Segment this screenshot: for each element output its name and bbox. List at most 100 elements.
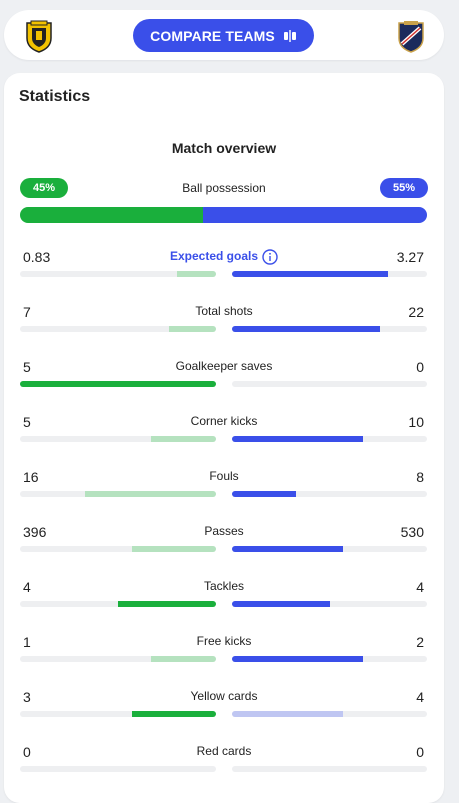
stat-row: 4 Tackles 4 [4,575,444,615]
stat-label: Corner kicks [4,414,444,428]
away-stat-bar-fill [232,436,363,442]
home-stat-value: 5 [23,414,31,430]
stat-label: Goalkeeper saves [4,359,444,373]
away-stat-value: 530 [400,524,424,540]
possession-away-fill [203,207,427,223]
away-stat-bar [232,271,427,277]
stat-label-text: Yellow cards [190,689,258,703]
match-overview-heading: Match overview [171,140,277,156]
stat-label-text: Tackles [203,579,244,593]
home-stat-bar-fill [20,381,216,387]
stat-row: 1 Free kicks 2 [4,630,444,670]
compare-teams-label: COMPARE TEAMS [150,27,275,44]
home-stat-value: 0 [23,744,31,760]
home-stat-value: 16 [23,469,39,485]
away-possession-badge: 55% [380,178,428,198]
home-stat-value: 3 [23,689,31,705]
ball-possession-label: Ball possession [182,181,266,195]
away-stat-bar [232,436,427,442]
home-possession-badge: 45% [20,178,68,198]
stat-label-text: Goalkeeper saves [175,359,273,373]
home-stat-bar [20,491,216,497]
away-team-crest-icon[interactable] [396,20,426,54]
home-stat-bar [20,271,216,277]
possession-home-fill [20,207,204,223]
home-stat-bar [20,326,216,332]
stat-label-text: Expected goals [169,249,259,264]
away-stat-bar [232,601,427,607]
away-stat-bar [232,326,427,332]
compare-header: COMPARE TEAMS [4,10,444,60]
stat-label[interactable]: Expected goals [4,249,444,265]
away-stat-bar-fill [232,711,344,717]
stat-label: Fouls [4,469,444,483]
away-stat-bar-fill [232,546,344,552]
compare-icon [283,29,297,42]
stat-label: Total shots [4,304,444,318]
stat-row: 5 Corner kicks 10 [4,410,444,450]
home-stat-bar [20,766,216,772]
stat-row: 7 Total shots 22 [4,300,444,340]
away-stat-bar-fill [232,491,297,497]
home-stat-value: 7 [23,304,31,320]
home-stat-bar-fill [131,711,216,717]
home-stat-bar [20,436,216,442]
home-stat-bar [20,381,216,387]
away-stat-value: 4 [416,579,424,595]
away-stat-bar [232,766,427,772]
stat-label-text: Passes [204,524,244,538]
stat-label: Free kicks [4,634,444,648]
stat-label: Tackles [4,579,444,593]
home-stat-bar-fill [151,656,216,662]
statistics-title: Statistics [19,88,91,105]
stat-row: 5 Goalkeeper saves 0 [4,355,444,395]
home-team-crest-icon[interactable] [24,20,54,54]
home-stat-value: 5 [23,359,31,375]
away-stat-value: 10 [408,414,424,430]
stat-label-text: Total shots [195,304,253,318]
stat-row: 396 Passes 530 [4,520,444,560]
away-stat-value: 4 [416,689,424,705]
possession-bar [20,207,427,223]
away-stat-bar-fill [232,326,381,332]
away-stat-value: 0 [416,359,424,375]
home-stat-bar [20,546,216,552]
home-stat-value: 396 [23,524,47,540]
stat-label: Yellow cards [4,689,444,703]
away-stat-bar [232,546,427,552]
home-stat-bar-fill [118,601,216,607]
away-stat-value: 2 [416,634,424,650]
home-stat-bar-fill [168,326,216,332]
away-stat-value: 22 [408,304,424,320]
compare-teams-button[interactable]: COMPARE TEAMS [133,19,314,52]
info-icon[interactable] [262,249,278,265]
home-stat-bar [20,656,216,662]
home-stat-bar-fill [176,271,216,277]
home-stat-bar-fill [151,436,216,442]
stat-label-text: Free kicks [196,634,252,648]
stat-label: Passes [4,524,444,538]
home-stat-bar [20,601,216,607]
stat-row: 0 Red cards 0 [4,740,444,780]
away-stat-value: 3.27 [396,249,424,265]
stat-label-text: Fouls [209,469,239,483]
stat-row: 0.83 Expected goals 3.27 [4,245,444,285]
away-stat-value: 8 [416,469,424,485]
away-stat-bar [232,656,427,662]
home-stat-value: 1 [23,634,31,650]
home-stat-value: 0.83 [23,249,51,265]
stat-label-text: Corner kicks [190,414,258,428]
stat-label: Red cards [4,744,444,758]
away-stat-bar [232,491,427,497]
home-stat-bar [20,711,216,717]
home-stat-bar-fill [131,546,216,552]
away-stat-bar [232,381,427,387]
away-stat-bar [232,711,427,717]
stat-row: 16 Fouls 8 [4,465,444,505]
home-stat-bar-fill [84,491,216,497]
away-stat-value: 0 [416,744,424,760]
stat-row: 3 Yellow cards 4 [4,685,444,725]
home-stat-value: 4 [23,579,31,595]
away-stat-bar-fill [232,601,330,607]
statistics-card: Statistics Match overview 45% Ball posse… [4,73,444,803]
